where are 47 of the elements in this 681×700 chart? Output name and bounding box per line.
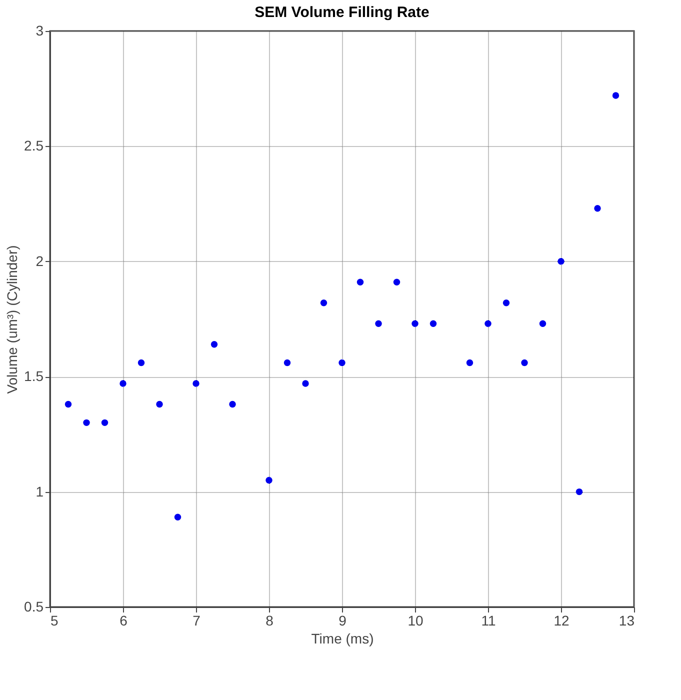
point [64,400,72,408]
y-tick-label: 1 [36,483,44,500]
point [521,359,528,366]
point [210,340,218,348]
point [576,488,583,496]
x-tick-label: 8 [266,612,274,628]
chart-title: SEM Volume Filling Rate [254,4,430,21]
point [174,514,182,520]
point [412,320,418,327]
x-axis-title: Time (ms) [311,630,374,646]
y-tick-label: 2.5 [24,138,44,154]
point [539,320,546,327]
y-axis-title: Volume (um³) (Cylinder) [4,245,20,394]
x-tick-label: 9 [338,612,347,628]
x-tick-label: 12 [554,612,570,628]
point [338,359,346,366]
y-tick-label: 3 [36,22,44,38]
point [356,278,364,286]
point [284,359,291,366]
point [192,380,200,387]
point [101,419,108,426]
point [266,476,272,484]
point [594,205,601,212]
x-tick-label: 5 [50,612,58,628]
point [83,419,90,426]
y-tick-label: 1.5 [24,368,44,384]
point [430,320,437,327]
x-tick-label: 7 [192,612,201,628]
point [393,278,400,286]
x-tick-label: 11 [481,612,496,628]
point [302,380,309,387]
x-tick-label: 10 [408,612,424,628]
point [466,359,474,366]
y-tick-label: 2 [36,252,44,269]
point [484,320,492,327]
point [120,380,126,387]
y-tick-label: 0.5 [24,598,44,614]
point [229,400,236,408]
point [502,300,510,306]
point [558,258,564,265]
point [375,320,382,327]
x-tick-label: 6 [120,612,128,628]
point [138,359,145,366]
point [320,300,328,306]
x-tick-label: 13 [618,612,635,628]
point [612,92,620,99]
point [156,400,163,408]
